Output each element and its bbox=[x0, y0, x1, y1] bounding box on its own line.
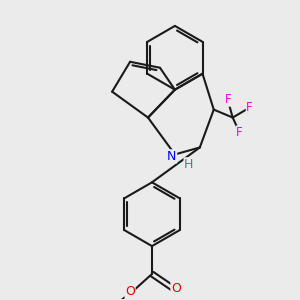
Text: F: F bbox=[236, 126, 243, 139]
Text: O: O bbox=[171, 282, 181, 296]
Text: N: N bbox=[167, 150, 177, 163]
Text: O: O bbox=[125, 285, 135, 298]
Text: F: F bbox=[224, 93, 231, 106]
Text: H: H bbox=[184, 158, 194, 171]
Text: F: F bbox=[246, 101, 253, 114]
